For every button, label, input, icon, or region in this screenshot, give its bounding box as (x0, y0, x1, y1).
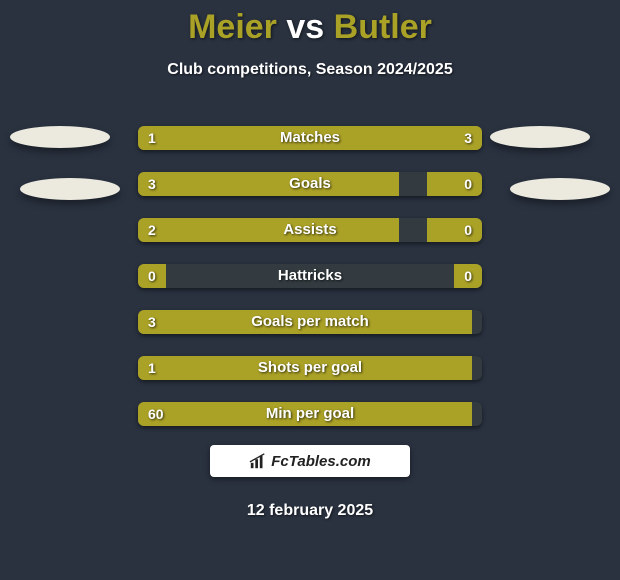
stat-value-right: 3 (464, 126, 472, 150)
stat-label: Goals per match (138, 310, 482, 334)
comparison-title: Meier vs Butler (0, 0, 620, 47)
stat-value-left: 60 (148, 402, 164, 426)
subtitle: Club competitions, Season 2024/2025 (0, 61, 620, 79)
stat-value-left: 3 (148, 310, 156, 334)
stat-label: Hattricks (138, 264, 482, 288)
stat-value-right: 0 (464, 264, 472, 288)
stat-label: Min per goal (138, 402, 482, 426)
stat-row: Goals per match3 (138, 310, 482, 334)
player1-badge-placeholder-1 (10, 126, 110, 148)
player1-name: Meier (188, 8, 277, 46)
source-badge: FcTables.com (210, 445, 410, 477)
stat-row: Matches1 3 (138, 126, 482, 150)
stat-value-left: 1 (148, 356, 156, 380)
stat-value-left: 1 (148, 126, 156, 150)
stat-value-right: 0 (464, 172, 472, 196)
stat-label: Goals (138, 172, 482, 196)
stat-row: Shots per goal1 (138, 356, 482, 380)
player2-badge-placeholder-2 (510, 178, 610, 200)
vs-text: vs (286, 8, 324, 46)
player2-name: Butler (334, 8, 432, 46)
stat-value-left: 0 (148, 264, 156, 288)
stat-value-right: 0 (464, 218, 472, 242)
player2-badge-placeholder-1 (490, 126, 590, 148)
stat-label: Matches (138, 126, 482, 150)
stat-label: Shots per goal (138, 356, 482, 380)
date-text: 12 february 2025 (0, 502, 620, 520)
stat-row: Min per goal60 (138, 402, 482, 426)
stat-value-left: 2 (148, 218, 156, 242)
player1-badge-placeholder-2 (20, 178, 120, 200)
stat-rows-container: Matches13Goals30Assists20Hattricks00Goal… (138, 126, 482, 448)
stat-row: Hattricks0 0 (138, 264, 482, 288)
stat-row: Assists2 0 (138, 218, 482, 242)
stat-row: Goals3 0 (138, 172, 482, 196)
bars-icon (249, 452, 267, 470)
stat-label: Assists (138, 218, 482, 242)
stat-value-left: 3 (148, 172, 156, 196)
source-badge-text: FcTables.com (271, 453, 370, 470)
